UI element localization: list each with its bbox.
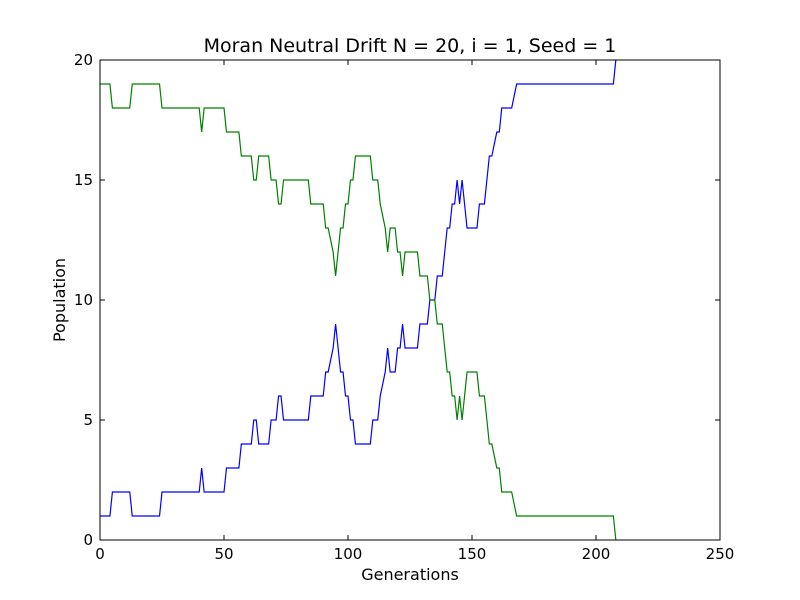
x-tick-label: 200: [582, 545, 611, 563]
series-line-2: [100, 83, 617, 541]
y-axis-label: Population: [50, 258, 69, 342]
plot-frame: [99, 59, 721, 541]
y-tick-label: 20: [74, 51, 93, 69]
y-tick-label: 10: [74, 291, 93, 309]
x-axis-label: Generations: [361, 565, 459, 584]
y-tick-label: 0: [83, 531, 93, 549]
x-tick-label: 0: [95, 545, 105, 563]
y-tick-label: 15: [74, 171, 93, 189]
chart-title: Moran Neutral Drift N = 20, i = 1, Seed …: [204, 35, 617, 57]
series-line-1: [100, 59, 617, 517]
x-tick-label: 50: [214, 545, 233, 563]
x-tick-label: 250: [706, 545, 735, 563]
x-tick-label: 100: [334, 545, 363, 563]
x-tick-label: 150: [458, 545, 487, 563]
y-tick-label: 5: [83, 411, 93, 429]
plot-area: [100, 59, 617, 541]
